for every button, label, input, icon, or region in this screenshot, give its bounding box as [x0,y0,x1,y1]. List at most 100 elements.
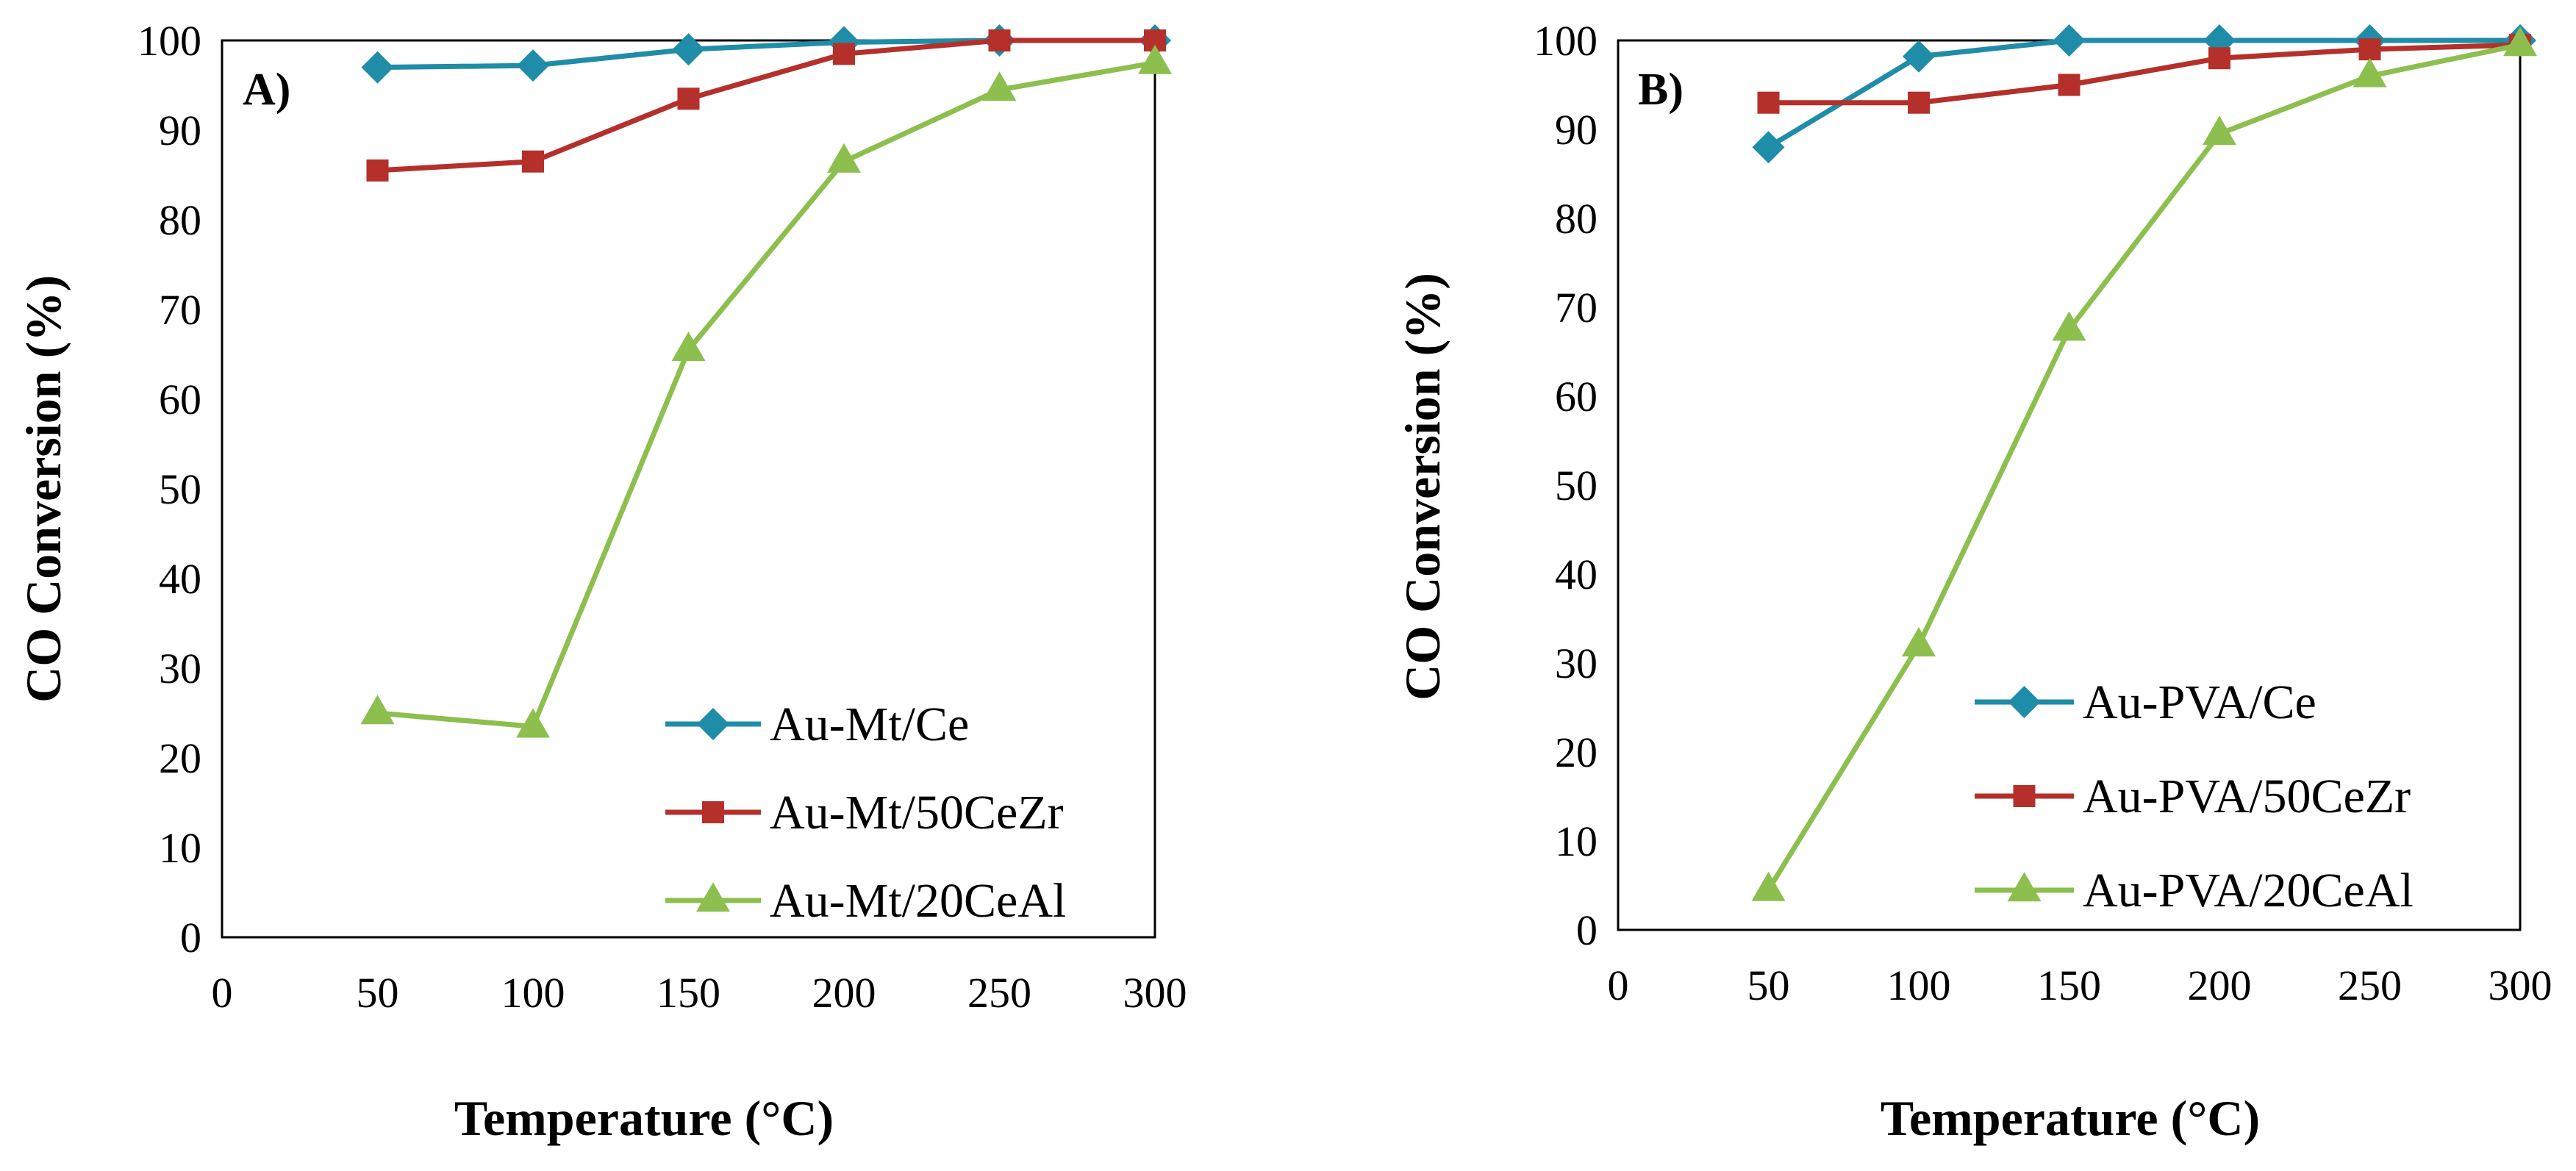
data-point [360,695,395,725]
data-point [2053,24,2086,57]
legend-marker [2008,686,2041,718]
data-point [988,29,1011,51]
panel-label: B) [1638,65,1684,115]
y-tick-label: 80 [159,196,201,244]
y-tick-label: 40 [159,555,201,603]
series-layer [360,24,1172,738]
data-point [1908,91,1930,114]
x-tick-label: 250 [967,969,1031,1017]
x-axis-title: Temperature (°C) [1881,1090,2260,1146]
data-point [677,87,700,110]
legend-marker [696,882,730,912]
x-axis-title: Temperature (°C) [454,1090,834,1146]
y-tick-label: 0 [180,914,201,961]
y-axis-title: CO Conversion (%) [1395,273,1450,701]
panel-label: A) [243,65,290,115]
y-tick-labels: 0 10 20 30 40 50 60 70 80 90 100 [137,17,201,961]
data-point [1752,131,1785,164]
x-tick-label: 150 [2037,961,2101,1009]
x-tick-label: 100 [1887,961,1951,1009]
x-tick-label: 50 [1747,961,1790,1009]
x-tick-labels: 0 50 100 150 200 250 300 [1608,961,2552,1009]
x-tick-label: 200 [812,969,876,1017]
data-point [2052,311,2086,341]
data-point [1757,91,1780,114]
data-point [1138,44,1172,74]
x-tick-label: 100 [501,969,565,1017]
legend-label: Au-Mt/50CeZr [770,786,1064,839]
data-point [2358,38,2381,61]
series-line-au-pva-20ceal [1766,42,2521,892]
data-point [671,332,706,362]
y-tick-label: 90 [159,107,201,154]
data-point [982,71,1017,101]
series-line-au-mt-50cezr [377,37,1155,173]
y-tick-label: 90 [1555,106,1598,154]
legend-label: Au-Mt/20CeAl [770,874,1066,928]
y-tick-label: 10 [1555,817,1598,865]
y-tick-label: 30 [1555,640,1598,687]
y-tick-label: 70 [159,286,201,334]
legend-label: Au-PVA/50CeZr [2083,770,2411,823]
y-tick-label: 70 [1555,284,1598,332]
x-tick-label: 50 [357,969,399,1017]
y-tick-label: 40 [1555,551,1598,598]
chart-panel-b: B) 0 10 20 30 40 50 60 70 80 90 100 0 50 100 150 200 25… [1395,17,2552,1146]
data-point [1751,871,1786,901]
y-tick-labels: 0 10 20 30 40 50 60 70 80 90 100 [1534,17,1598,954]
y-tick-label: 50 [1555,462,1598,509]
legend-marker [702,801,724,823]
x-tick-label: 200 [2188,961,2252,1009]
legend-marker [697,708,729,740]
data-point [827,143,861,173]
chart-panel-a: A) 0 10 20 30 40 50 60 70 80 90 100 0 50 100 150 200 25… [15,17,1187,1146]
data-point [1902,627,1936,656]
series-line-au-mt-20ceal [377,60,1156,729]
y-tick-label: 20 [159,734,201,782]
y-tick-label: 100 [137,17,201,65]
legend-label: Au-PVA/Ce [2083,676,2316,729]
x-tick-label: 300 [1123,969,1187,1017]
data-point [361,51,394,84]
data-point [2353,57,2387,87]
legend-marker [2013,785,2036,807]
x-tick-label: 150 [656,969,720,1017]
y-tick-label: 50 [159,465,201,513]
data-point [366,159,389,182]
y-tick-label: 100 [1534,17,1598,65]
legend-label: Au-Mt/Ce [770,698,969,751]
x-tick-labels: 0 50 100 150 200 250 300 [212,969,1187,1017]
data-point [2208,47,2230,70]
y-axis-title: CO Conversion (%) [15,275,71,703]
legend: Au-Mt/Ce Au-Mt/50CeZr Au-Mt/20CeAl [665,698,1066,928]
y-tick-label: 20 [1555,728,1598,776]
x-tick-label: 0 [1608,961,1629,1009]
data-point [672,33,705,66]
legend: Au-PVA/Ce Au-PVA/50CeZr Au-PVA/20CeAl [1975,676,2414,917]
y-tick-label: 10 [159,824,201,872]
data-point [517,49,549,82]
x-tick-label: 300 [2489,961,2552,1009]
series-line-au-pva-ce [1767,37,2520,150]
legend-label: Au-PVA/20CeAl [2083,864,2414,917]
y-tick-label: 60 [159,376,201,423]
x-tick-label: 0 [212,969,233,1017]
legend-marker [2007,872,2042,902]
data-point [516,708,550,738]
y-tick-label: 80 [1555,195,1598,243]
data-point [833,43,855,65]
y-tick-label: 0 [1576,906,1598,954]
data-point [1903,40,1935,73]
series-line-au-pva-50cezr [1768,42,2521,106]
x-tick-label: 250 [2338,961,2402,1009]
y-tick-label: 30 [159,645,201,692]
data-point [2203,115,2236,146]
data-point [828,26,860,59]
series-layer [1751,24,2537,901]
data-point [2503,26,2537,57]
data-point [2058,74,2081,96]
y-tick-label: 60 [1555,373,1598,420]
data-point [522,150,544,173]
